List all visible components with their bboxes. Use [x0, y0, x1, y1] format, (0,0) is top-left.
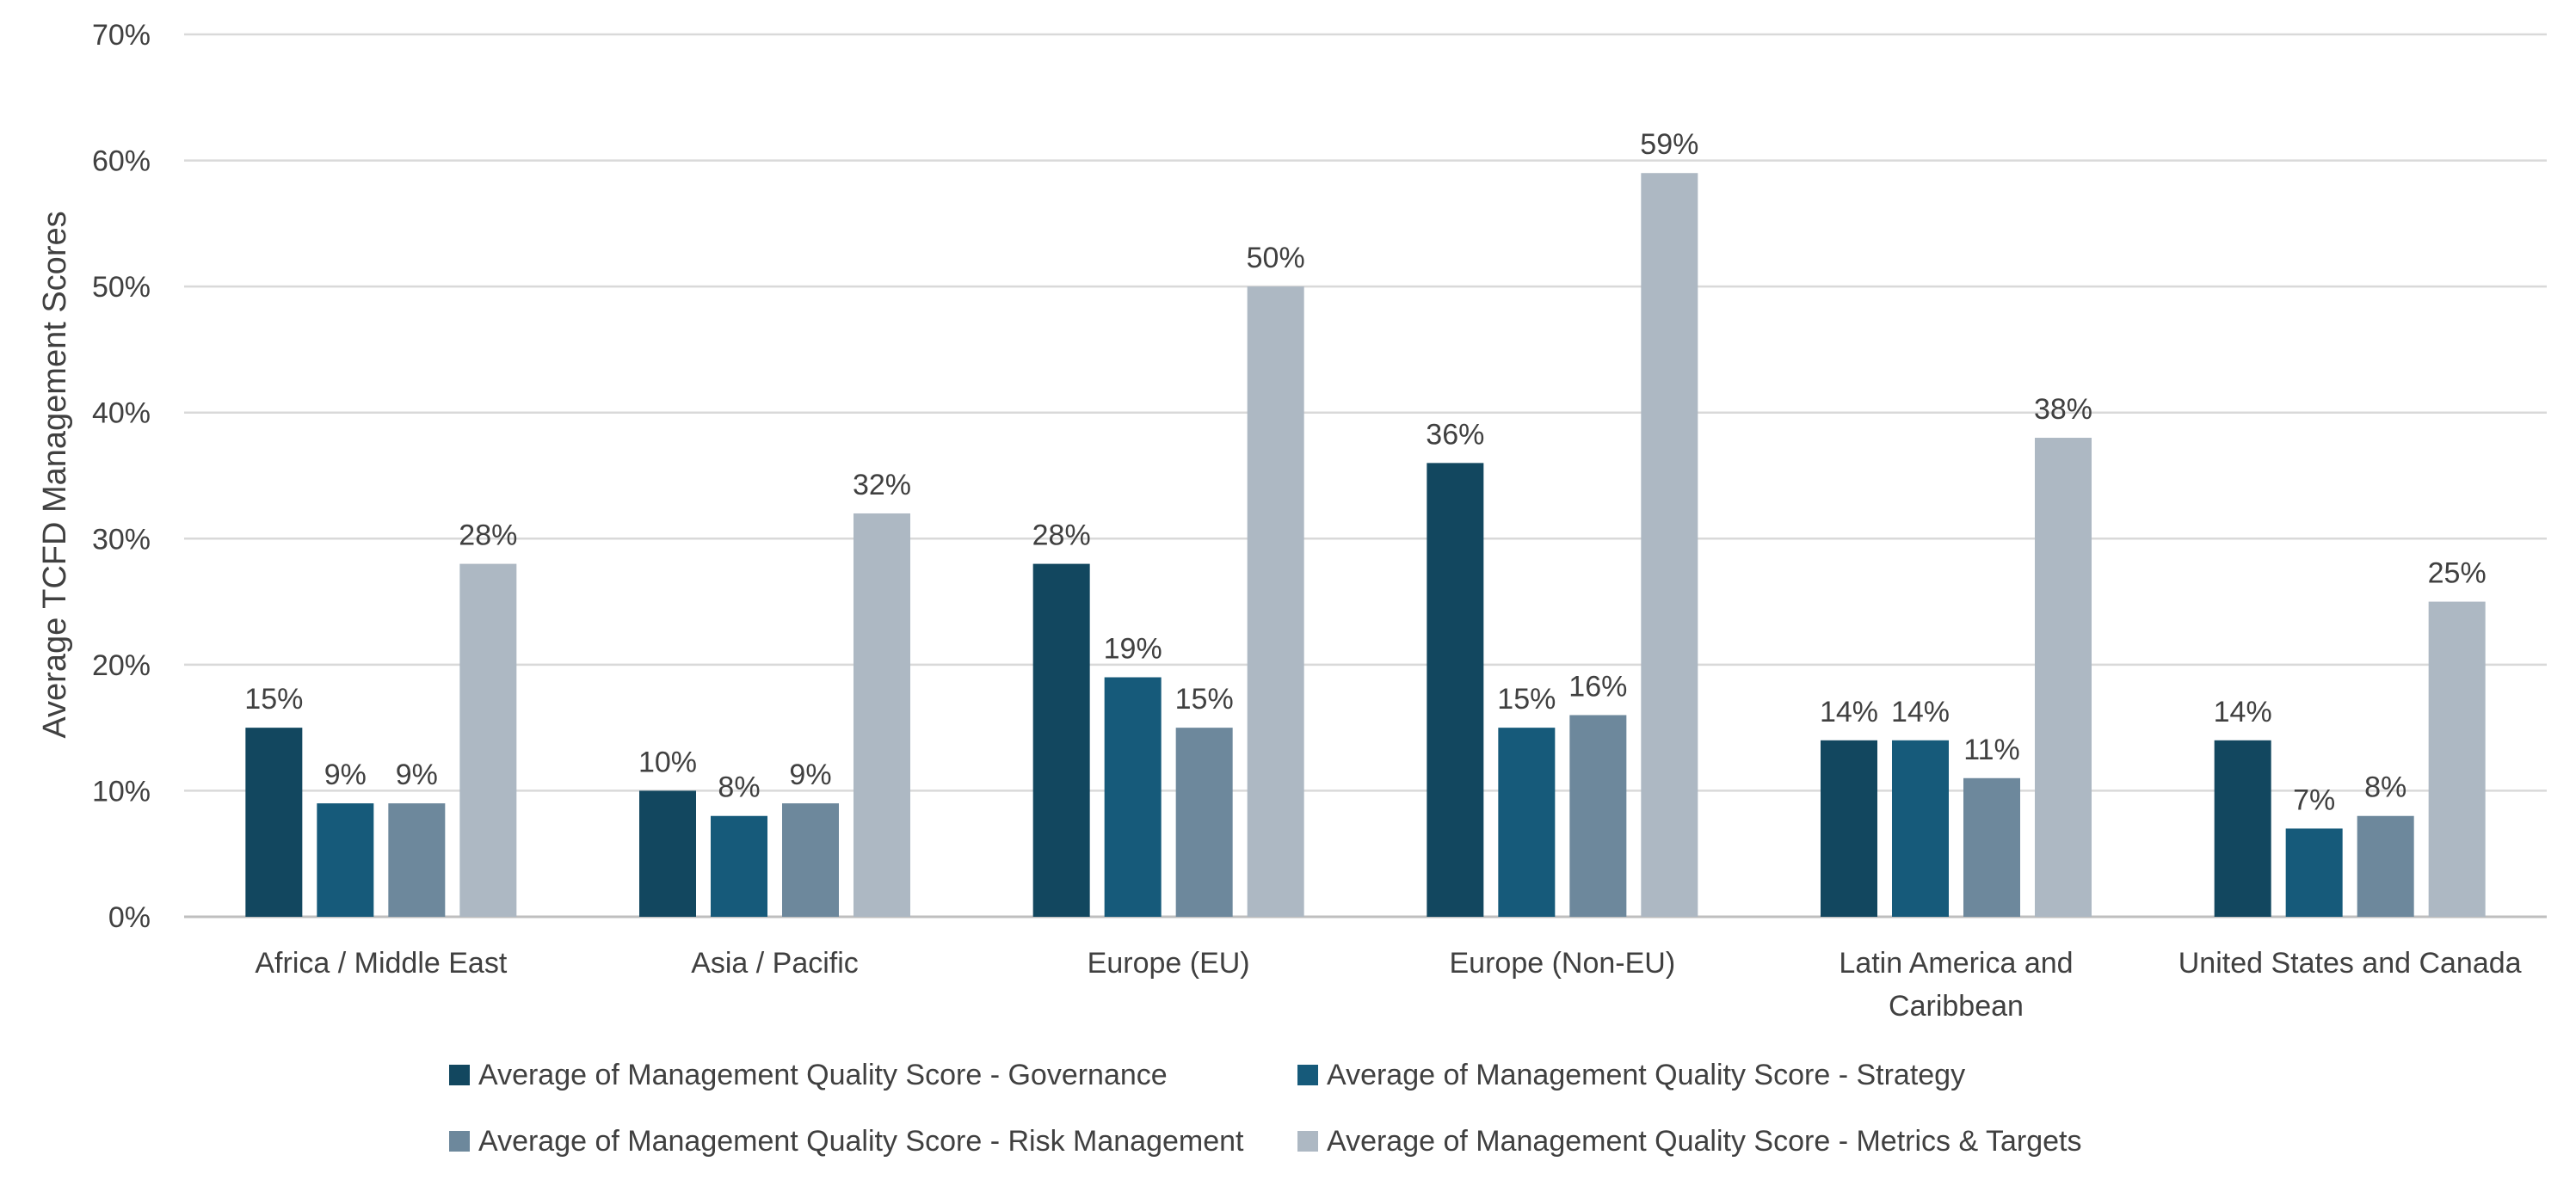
legend-swatch: [449, 1065, 470, 1085]
bar: [2214, 740, 2271, 917]
legend-item: Average of Management Quality Score - Me…: [1297, 1125, 2081, 1158]
bar: [2035, 438, 2092, 917]
y-tick-label: 30%: [92, 523, 151, 556]
y-axis-title: Average TCFD Management Scores: [37, 211, 73, 738]
bar: [1821, 740, 1877, 917]
data-labels: 15% 9% 9% 28% 10% 8% 9% 32% 28% 19% 15% 50% 36% 15% 16…: [244, 128, 2486, 816]
bar: [1427, 463, 1484, 917]
bar: [711, 815, 767, 917]
x-category-label: Europe (EU): [1088, 947, 1250, 980]
x-category-label: United States and Canada: [2179, 947, 2522, 980]
data-label: 50%: [1247, 242, 1305, 274]
y-tick-label: 40%: [92, 397, 151, 430]
data-label: 28%: [459, 519, 517, 552]
bar: [245, 728, 303, 917]
legend-label: Average of Management Quality Score - Ri…: [478, 1125, 1244, 1158]
x-category-label: Europe (Non-EU): [1450, 947, 1676, 980]
legend-label: Average of Management Quality Score - Me…: [1327, 1125, 2081, 1158]
bar: [854, 513, 910, 917]
y-tick-label: 70%: [92, 19, 151, 52]
legend: Average of Management Quality Score - Go…: [449, 1059, 2081, 1158]
legend-swatch: [1297, 1065, 1318, 1085]
y-tick-label: 60%: [92, 145, 151, 178]
x-category-label: Asia / Pacific: [691, 947, 859, 980]
data-label: 59%: [1640, 128, 1698, 161]
x-category-label: Latin America and: [1839, 947, 2073, 980]
y-axis-ticks: 0% 10% 20% 30% 40% 50% 60% 70%: [92, 19, 151, 934]
data-label: 11%: [1963, 734, 2020, 766]
bar: [1641, 173, 1698, 917]
legend-item: Average of Management Quality Score - Ri…: [449, 1125, 1244, 1158]
data-label: 14%: [2214, 696, 2272, 728]
data-label: 9%: [324, 759, 367, 791]
data-label: 15%: [1497, 683, 1556, 716]
data-label: 14%: [1891, 696, 1950, 728]
x-axis-categories: Africa / Middle East Asia / Pacific Europe…: [255, 947, 2521, 1023]
bars: [245, 173, 2486, 918]
bar: [1963, 777, 2020, 917]
legend-item: Average of Management Quality Score - Go…: [449, 1059, 1168, 1091]
data-label: 10%: [638, 746, 697, 778]
x-category-label: Africa / Middle East: [255, 947, 507, 980]
bar: [2357, 815, 2414, 917]
data-label: 16%: [1568, 670, 1627, 703]
bar: [1247, 286, 1304, 918]
y-tick-label: 10%: [92, 775, 151, 808]
bar: [1032, 563, 1090, 917]
bar: [782, 803, 839, 917]
bar: [1498, 728, 1556, 917]
gridlines: [184, 33, 2547, 919]
data-label: 9%: [789, 759, 831, 791]
data-label: 36%: [1426, 418, 1484, 451]
legend-swatch: [1297, 1131, 1318, 1152]
data-label: 15%: [244, 683, 303, 716]
bar: [1569, 715, 1627, 917]
data-label: 19%: [1104, 633, 1162, 666]
bar: [2428, 601, 2486, 917]
data-label: 8%: [2364, 771, 2407, 804]
bar: [1892, 740, 1949, 917]
bar: [388, 803, 446, 917]
data-label: 8%: [718, 771, 760, 804]
data-label: 28%: [1032, 519, 1091, 552]
data-label: 38%: [2034, 393, 2092, 426]
bar: [2285, 828, 2343, 917]
data-label: 14%: [1820, 696, 1878, 728]
x-category-label: Caribbean: [1889, 990, 2024, 1023]
y-tick-label: 50%: [92, 271, 151, 304]
y-tick-label: 0%: [108, 901, 151, 934]
bar: [1104, 677, 1162, 917]
legend-label: Average of Management Quality Score - Go…: [478, 1059, 1168, 1091]
bar: [1175, 728, 1233, 917]
bar: [459, 563, 517, 917]
data-label: 25%: [2428, 557, 2487, 590]
data-label: 15%: [1175, 683, 1234, 716]
data-label: 32%: [853, 469, 911, 501]
data-label: 7%: [2293, 783, 2335, 816]
legend-label: Average of Management Quality Score - St…: [1327, 1059, 1965, 1091]
legend-swatch: [449, 1131, 470, 1152]
data-label: 9%: [396, 759, 438, 791]
bar: [639, 790, 696, 917]
legend-item: Average of Management Quality Score - St…: [1297, 1059, 1965, 1091]
bar: [317, 803, 374, 917]
y-tick-label: 20%: [92, 649, 151, 682]
